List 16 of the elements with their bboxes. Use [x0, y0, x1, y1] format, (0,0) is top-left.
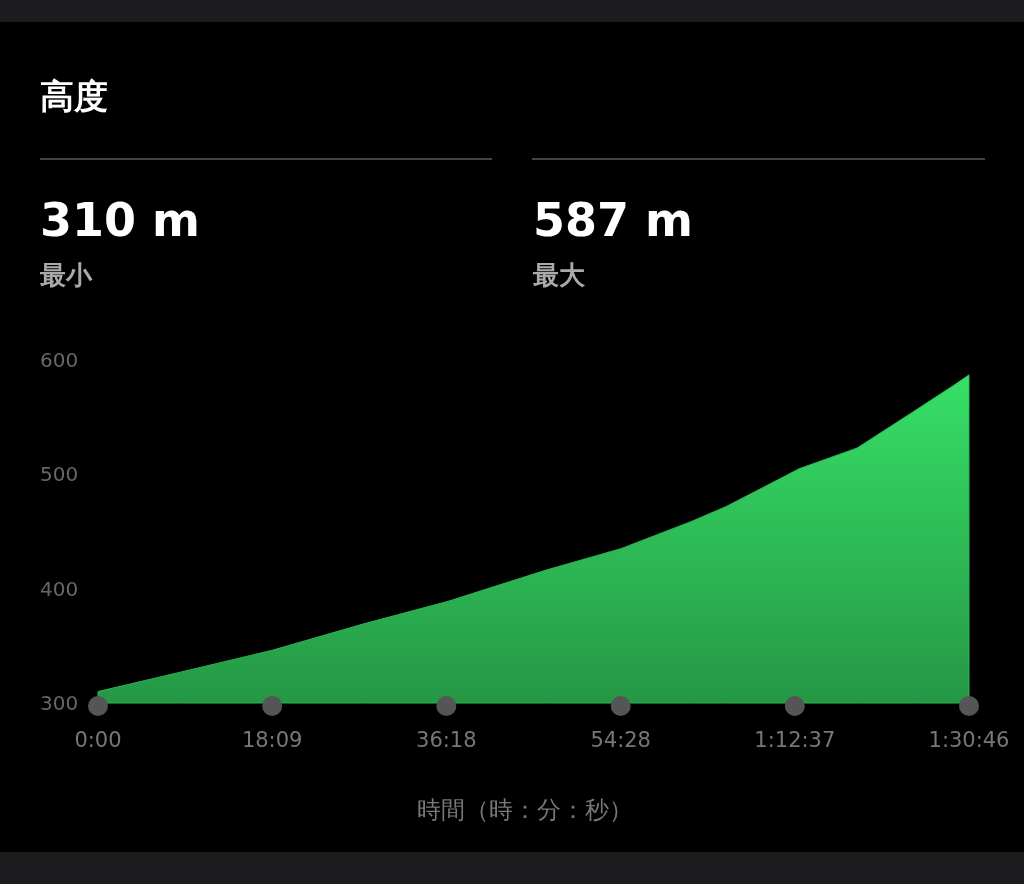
text: 310 m: [40, 193, 200, 247]
x-tick-label: 54:28: [590, 728, 651, 752]
text: 最大: [532, 260, 586, 290]
text: 587 m: [533, 193, 693, 247]
x-tick-label: 1:30:46: [928, 728, 1010, 752]
chart-title: 高度: [40, 76, 108, 116]
y-tick-label: 500: [40, 462, 79, 487]
x-tick-label: 36:18: [416, 728, 477, 752]
x-axis-title: 時間（時：分：秒）: [416, 796, 633, 824]
x-tick-label: 1:12:37: [754, 728, 836, 752]
x-tick-label: 0:00: [74, 728, 122, 752]
y-tick-label: 400: [40, 576, 79, 601]
y-tick-label: 600: [40, 348, 79, 372]
x-tick-label: 18:09: [241, 728, 303, 752]
text: 最小: [39, 260, 93, 290]
y-tick-label: 300: [40, 691, 79, 715]
